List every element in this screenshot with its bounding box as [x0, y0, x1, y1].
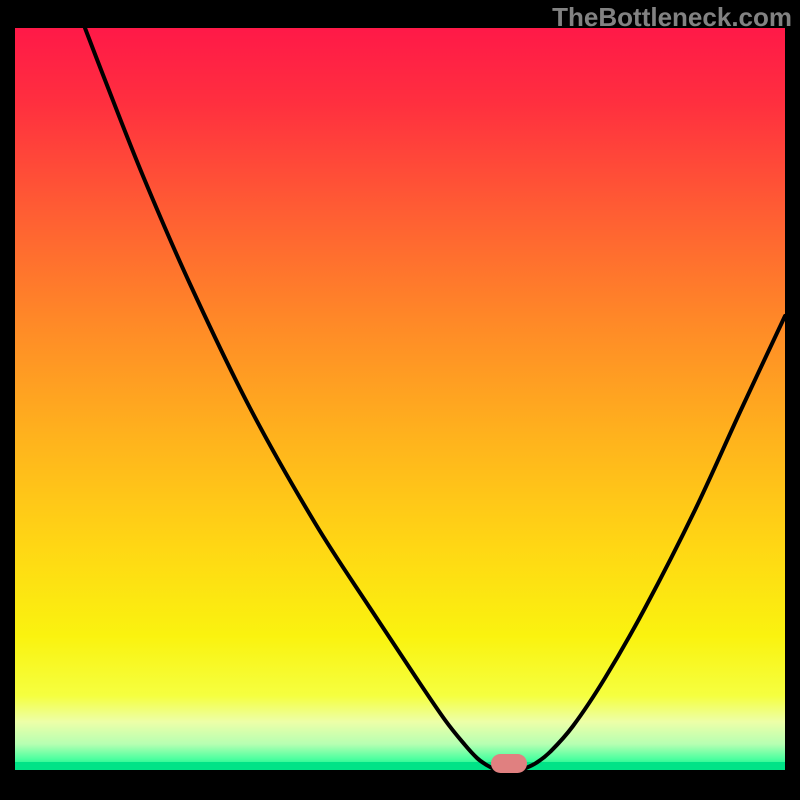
chart-root: { "watermark": { "text": "TheBottleneck.… — [0, 0, 800, 800]
chart-frame — [15, 28, 785, 785]
bottleneck-curve — [15, 28, 785, 770]
watermark-text: TheBottleneck.com — [552, 2, 792, 33]
optimal-point-marker — [491, 754, 527, 773]
